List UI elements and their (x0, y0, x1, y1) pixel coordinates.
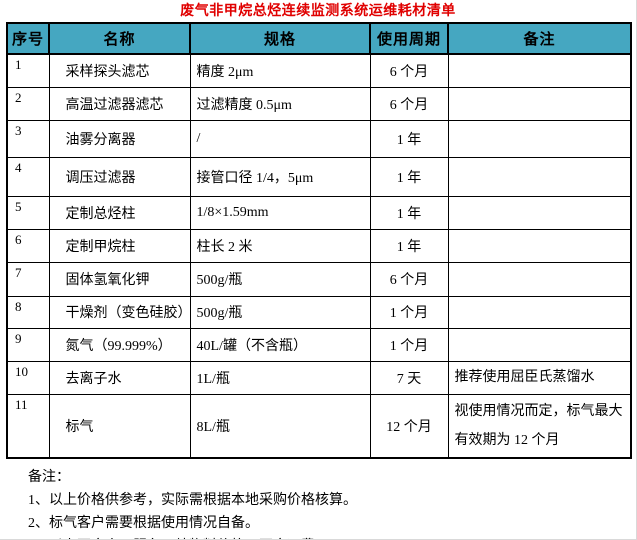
header-remark: 备注 (447, 22, 632, 55)
cell-name: 干燥剂（变色硅胶） (48, 295, 191, 329)
cell-period: 1 年 (369, 156, 449, 197)
cell-period: 6 个月 (369, 86, 449, 121)
cell-seq: 10 (6, 360, 50, 395)
cell-seq: 11 (6, 393, 50, 458)
cell-seq: 3 (6, 119, 50, 158)
header-period: 使用周期 (369, 22, 449, 55)
cell-remark (447, 327, 632, 362)
cell-spec: 500g/瓶 (189, 295, 371, 329)
cell-spec: 柱长 2 米 (189, 228, 371, 263)
cell-name: 高温过滤器滤芯 (48, 86, 191, 121)
cell-remark (447, 228, 632, 263)
cell-period: 1 年 (369, 228, 449, 263)
cell-spec: 1/8×1.59mm (189, 195, 371, 230)
table-row: 7 固体氢氧化钾 500g/瓶 6 个月 (6, 261, 632, 297)
cell-seq: 1 (6, 53, 50, 88)
table-row: 10 去离子水 1L/瓶 7 天 推荐使用屈臣氏蒸馏水 (6, 360, 632, 395)
cell-seq: 8 (6, 295, 50, 329)
cell-remark (447, 156, 632, 197)
cell-seq: 5 (6, 195, 50, 230)
cell-name: 氮气（99.999%） (48, 327, 191, 362)
table-row: 4 调压过滤器 接管口径 1/4，5μm 1 年 (6, 156, 632, 197)
cell-remark (447, 53, 632, 88)
note-item-1: 1、以上价格供参考，实际需根据本地采购价格核算。 (28, 492, 357, 508)
cell-spec: 500g/瓶 (189, 261, 371, 297)
table-row: 5 定制总烃柱 1/8×1.59mm 1 年 (6, 195, 632, 230)
cell-spec: 8L/瓶 (189, 393, 371, 458)
cell-period: 1 个月 (369, 295, 449, 329)
cell-period: 1 年 (369, 119, 449, 158)
cell-seq: 6 (6, 228, 50, 263)
cell-name: 采样探头滤芯 (48, 53, 191, 88)
table-body: 1 采样探头滤芯 精度 2μm 6 个月 2 高温过滤器滤芯 过滤精度 0.5μ… (6, 53, 632, 458)
cell-name: 定制总烃柱 (48, 195, 191, 230)
notes-label: 备注： (28, 469, 70, 485)
table-row: 2 高温过滤器滤芯 过滤精度 0.5μm 6 个月 (6, 86, 632, 121)
note-item-3: 3、以上不含人工服务，纯物料价格，不含运费。 (28, 535, 636, 540)
notes-section: 备注： 1、以上价格供参考，实际需根据本地采购价格核算。 2、标气客户需要根据使… (28, 466, 636, 540)
header-row: 序号 名称 规格 使用周期 备注 (6, 22, 632, 55)
cell-seq: 2 (6, 86, 50, 121)
cell-seq: 4 (6, 156, 50, 197)
cell-spec: 1L/瓶 (189, 360, 371, 395)
consumables-table: 序号 名称 规格 使用周期 备注 1 采样探头滤芯 精度 2μm 6 个月 2 … (6, 22, 632, 459)
cell-name: 定制甲烷柱 (48, 228, 191, 263)
cell-name: 油雾分离器 (48, 119, 191, 158)
cell-period: 6 个月 (369, 53, 449, 88)
cell-period: 12 个月 (369, 393, 449, 458)
cell-spec: 40L/罐（不含瓶） (189, 327, 371, 362)
table-row: 3 油雾分离器 / 1 年 (6, 119, 632, 158)
cell-name: 标气 (48, 393, 191, 458)
note-item-2: 2、标气客户需要根据使用情况自备。 (28, 515, 259, 531)
header-name: 名称 (48, 22, 191, 55)
cell-remark: 推荐使用屈臣氏蒸馏水 (447, 360, 632, 395)
header-spec: 规格 (189, 22, 371, 55)
cell-name: 调压过滤器 (48, 156, 191, 197)
cell-seq: 9 (6, 327, 50, 362)
cell-spec: 精度 2μm (189, 53, 371, 88)
cell-period: 6 个月 (369, 261, 449, 297)
cell-period: 1 年 (369, 195, 449, 230)
cell-name: 固体氢氧化钾 (48, 261, 191, 297)
cell-spec: 过滤精度 0.5μm (189, 86, 371, 121)
cell-name: 去离子水 (48, 360, 191, 395)
table-row: 9 氮气（99.999%） 40L/罐（不含瓶） 1 个月 (6, 327, 632, 362)
cell-remark (447, 86, 632, 121)
cell-remark (447, 261, 632, 297)
cell-period: 1 个月 (369, 327, 449, 362)
cell-remark: 视使用情况而定，标气最大有效期为 12 个月 (447, 393, 632, 458)
cell-remark (447, 295, 632, 329)
table-row: 11 标气 8L/瓶 12 个月 视使用情况而定，标气最大有效期为 12 个月 (6, 393, 632, 458)
cell-spec: / (189, 119, 371, 158)
table-row: 1 采样探头滤芯 精度 2μm 6 个月 (6, 53, 632, 88)
cell-remark (447, 195, 632, 230)
cell-remark (447, 119, 632, 158)
page-title: 废气非甲烷总烃连续监测系统运维耗材清单 (180, 4, 456, 19)
table-row: 6 定制甲烷柱 柱长 2 米 1 年 (6, 228, 632, 263)
header-seq: 序号 (6, 22, 50, 55)
cell-seq: 7 (6, 261, 50, 297)
table-row: 8 干燥剂（变色硅胶） 500g/瓶 1 个月 (6, 295, 632, 329)
cell-spec: 接管口径 1/4，5μm (189, 156, 371, 197)
cell-period: 7 天 (369, 360, 449, 395)
